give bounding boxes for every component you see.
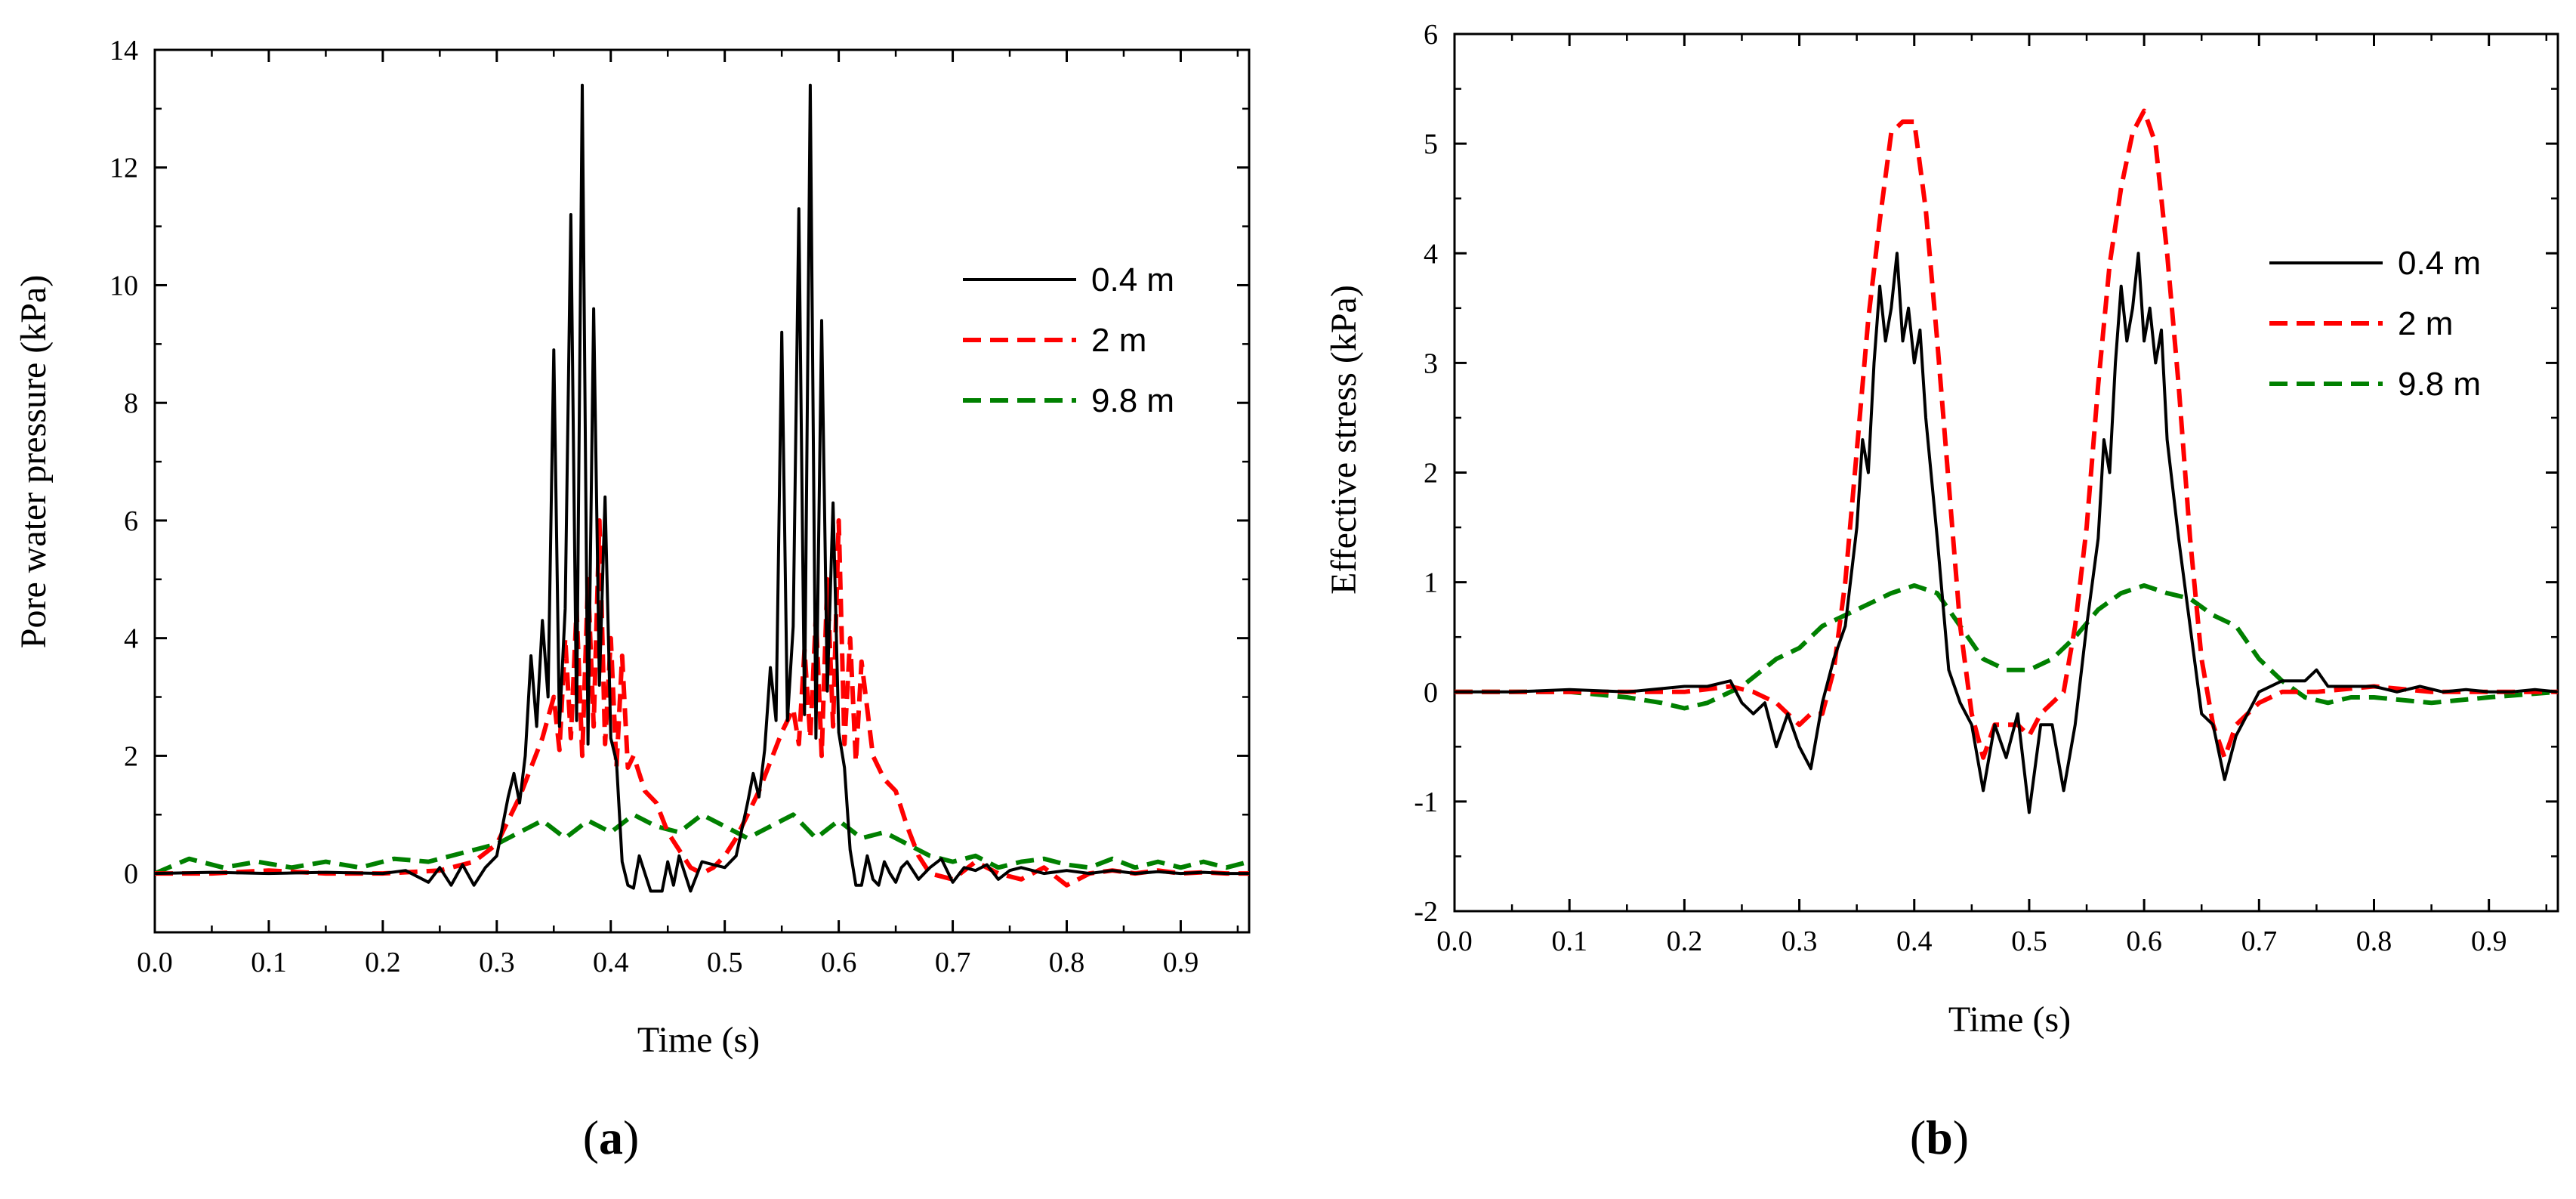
panel-a-x-tick-label: 0.4 [593, 947, 629, 978]
panel-b-x-tick-label: 0.5 [2011, 926, 2047, 957]
panel-b-legend: 0.4 m 2 m 9.8 m [2269, 245, 2481, 403]
panel-a-label-letter: a [599, 1111, 623, 1164]
panel-a-x-tick-label: 0.5 [707, 947, 743, 978]
panel-a-y-tick-label: 4 [124, 623, 138, 655]
panel-b-y-tick-label: -2 [1414, 896, 1438, 928]
panel-a-y-ticks: 0 2 4 6 8 10 12 14 [110, 35, 1249, 890]
panel-a-y-tick-label: 8 [124, 388, 138, 419]
panel-a-x-tick-label: 0.3 [479, 947, 515, 978]
panel-b-x-tick-label: 0.4 [1896, 926, 1933, 957]
panel-b-x-tick-label: 0.8 [2356, 926, 2392, 957]
panel-b-series-line-2-m [1455, 108, 2558, 760]
panel-a-legend-label-9-8-m: 9.8 m [1091, 382, 1174, 419]
panel-b-y-tick-label: 1 [1424, 567, 1438, 599]
panel-a-legend-label-2-m: 2 m [1091, 322, 1146, 359]
panel-a-x-tick-label: 0.0 [137, 947, 173, 978]
panel-b-y-axis-label: Effective stress (kPa) [1324, 285, 1364, 595]
panel-a-series-line-9-8-m [155, 812, 1249, 876]
panel-a-x-tick-label: 0.6 [821, 947, 857, 978]
panel-b-y-tick-label: 2 [1424, 458, 1438, 490]
panel-b-y-tick-label: 3 [1424, 348, 1438, 379]
panel-a-y-tick-label: 6 [124, 505, 138, 537]
panel-b-x-tick-label: 0.9 [2471, 926, 2507, 957]
panel-a-legend-label-0-4-m: 0.4 m [1091, 261, 1174, 298]
panel-a-y-tick-label: 2 [124, 740, 138, 772]
panel-a-x-ticks: 0.0 0.1 0.2 0.3 0.4 0.5 0.6 0.7 0.8 0.9 [137, 50, 1239, 978]
panel-b-x-tick-label: 0.6 [2126, 926, 2162, 957]
panel-a-x-tick-label: 0.8 [1049, 947, 1085, 978]
panel-a-x-tick-label: 0.7 [935, 947, 971, 978]
panel-b-x-tick-label: 0.1 [1551, 926, 1587, 957]
panel-a-x-tick-label: 0.1 [251, 947, 287, 978]
panel-a-y-tick-label: 0 [124, 858, 138, 890]
panel-b-series-line-9-8-m [1455, 583, 2558, 711]
panel-a-legend: 0.4 m 2 m 9.8 m [963, 261, 1174, 419]
panel-a-y-tick-label: 14 [110, 35, 138, 66]
panel-a-series-line-2-m [155, 518, 1249, 888]
panel-a-label: (a) [583, 1111, 640, 1164]
panel-b-y-tick-label: 5 [1424, 128, 1438, 160]
panel-b-legend-label-9-8-m: 9.8 m [2398, 366, 2481, 403]
panel-b-legend-label-2-m: 2 m [2398, 305, 2453, 342]
panel-a-x-tick-label: 0.9 [1163, 947, 1199, 978]
panel-a-y-tick-label: 10 [110, 270, 138, 301]
panel-a-x-tick-label: 0.2 [365, 947, 401, 978]
panel-b-y-ticks: -2 -1 0 1 2 3 4 5 6 [1414, 19, 2558, 928]
panel-b-series [1455, 108, 2558, 814]
panel-b-x-tick-label: 0.0 [1436, 926, 1473, 957]
panel-b-y-tick-label: 0 [1424, 677, 1438, 709]
panel-b-y-tick-label: 4 [1424, 238, 1438, 270]
panel-b-label: (b) [1910, 1111, 1969, 1164]
panel-b-series-line-0-4-m [1455, 252, 2558, 814]
panel-a-x-axis-label: Time (s) [637, 1020, 760, 1060]
panel-b-label-letter: b [1926, 1111, 1953, 1164]
panel-a-plot-area [153, 48, 1251, 934]
panel-a-frame [153, 48, 1251, 934]
panel-a-series-line-0-4-m [155, 83, 1249, 893]
panel-a-series [155, 83, 1249, 893]
panel-a-y-tick-label: 12 [110, 153, 138, 184]
panel-b-x-ticks: 0.0 0.1 0.2 0.3 0.4 0.5 0.6 0.7 0.8 0.9 [1436, 34, 2548, 957]
panel-a-y-axis-label: Pore water pressure (kPa) [14, 275, 54, 648]
panel-b-x-tick-label: 0.3 [1782, 926, 1818, 957]
panel-b-y-tick-label: -1 [1414, 786, 1438, 818]
panel-b-x-axis-label: Time (s) [1948, 1000, 2071, 1040]
panel-b-plot-area [1453, 32, 2559, 913]
panel-b-legend-label-0-4-m: 0.4 m [2398, 245, 2481, 282]
panel-b-x-tick-label: 0.2 [1667, 926, 1703, 957]
panel-b-frame [1453, 32, 2559, 913]
panel-b-y-tick-label: 6 [1424, 19, 1438, 51]
panel-b-x-tick-label: 0.7 [2241, 926, 2278, 957]
